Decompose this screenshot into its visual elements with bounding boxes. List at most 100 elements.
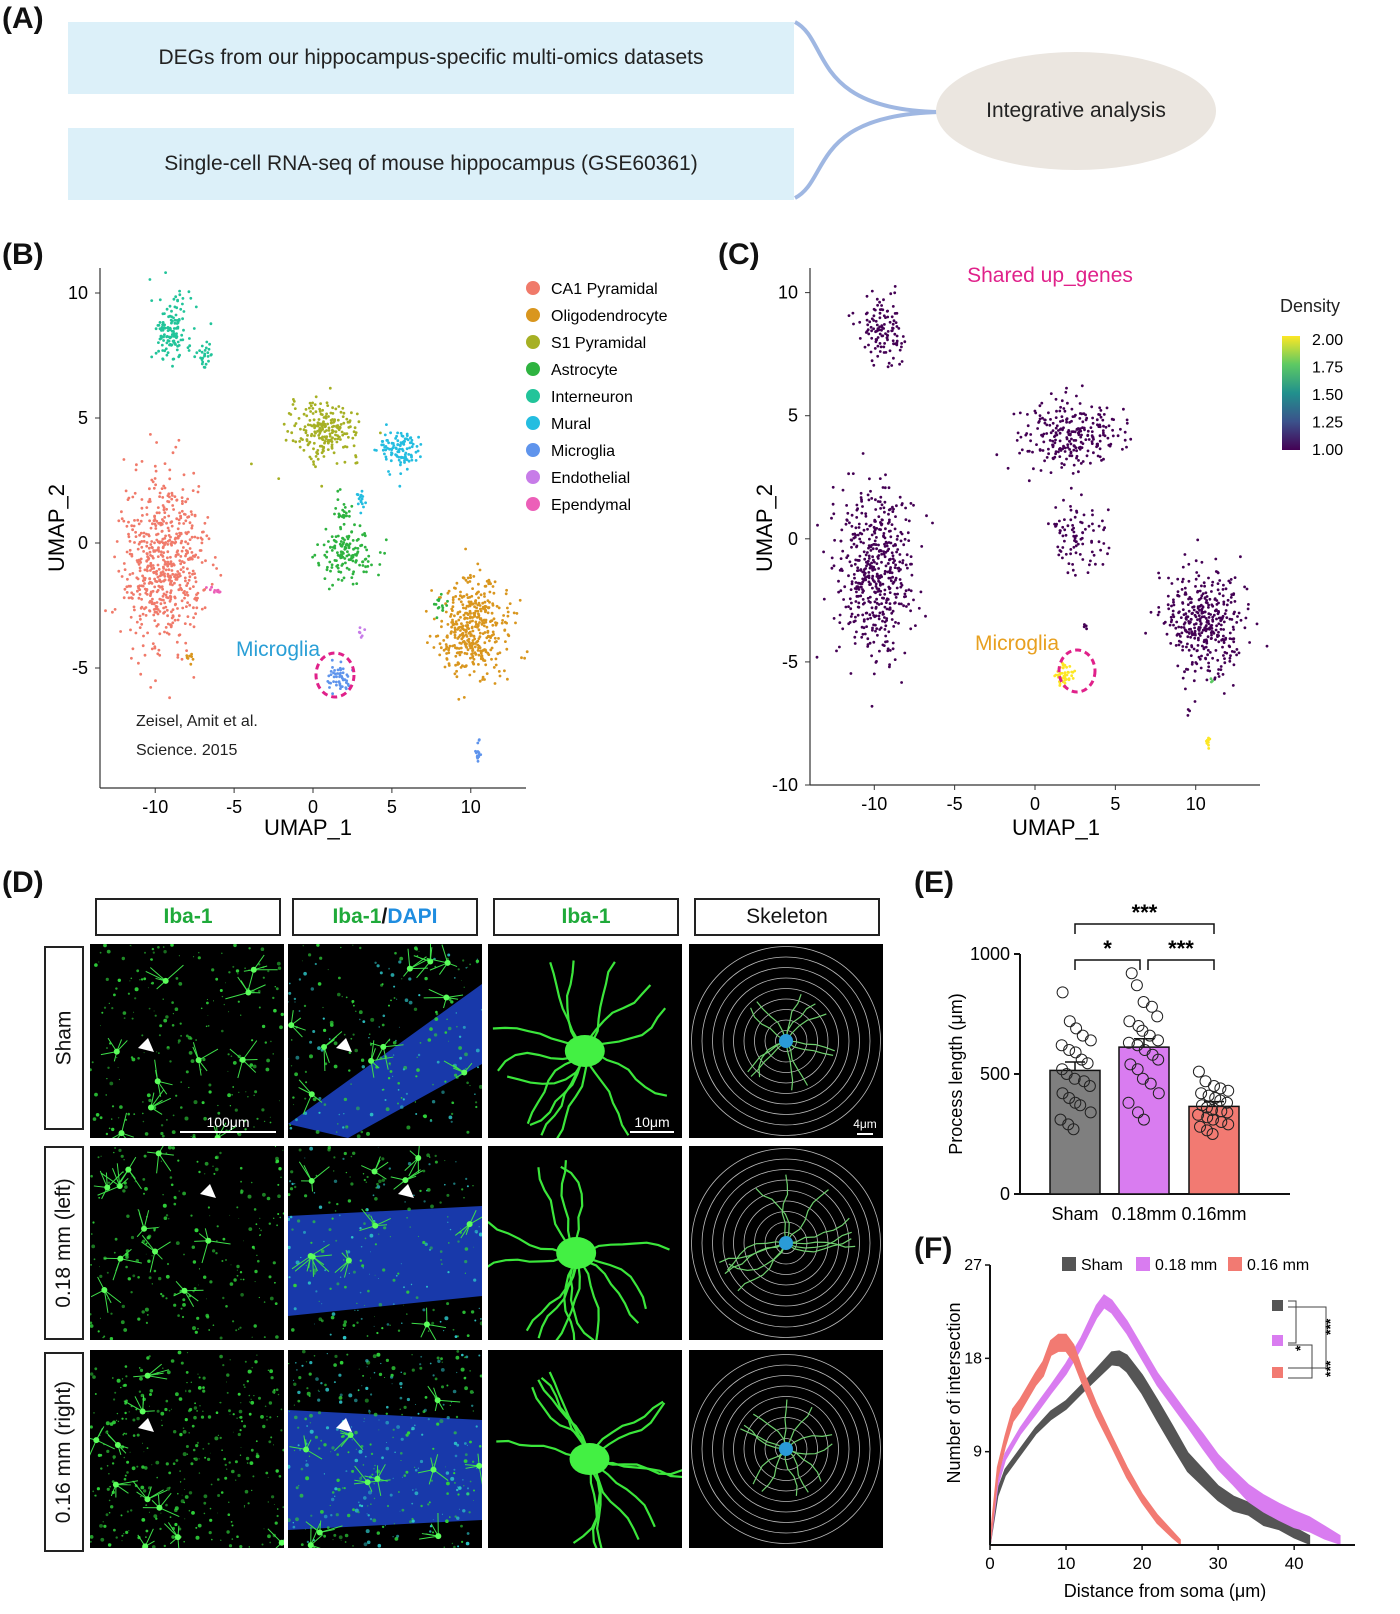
umap-point (1232, 628, 1235, 631)
umap-point (339, 556, 343, 560)
umap-point (284, 438, 288, 442)
umap-point (471, 647, 474, 650)
signal-speck (180, 1361, 184, 1365)
umap-point (891, 609, 895, 613)
signal-speck (214, 1436, 219, 1441)
umap-point (503, 620, 507, 624)
umap-point (877, 543, 880, 547)
umap-point (881, 613, 885, 616)
umap-point (470, 644, 474, 648)
umap-point (336, 553, 340, 557)
umap-point (182, 591, 186, 595)
signal-speck (251, 1245, 255, 1249)
umap-point (857, 605, 861, 609)
signal-speck (165, 1274, 170, 1279)
signal-speck (200, 1007, 203, 1010)
umap-point (446, 591, 450, 595)
umap-point (351, 572, 355, 576)
microglia-soma (564, 1035, 605, 1067)
signal-speck (214, 1156, 218, 1160)
umap-point (907, 519, 911, 523)
umap-point (409, 453, 413, 457)
umap-point (140, 597, 144, 601)
signal-speck (219, 1354, 223, 1359)
umap-point (497, 670, 501, 673)
umap-point (1200, 594, 1204, 598)
umap-point (1211, 618, 1214, 622)
density-cluster (815, 452, 934, 708)
signal-speck (434, 1160, 438, 1164)
umap-point (185, 654, 189, 657)
cell-process (408, 1157, 419, 1177)
signal-speck (111, 1118, 113, 1120)
signal-speck (370, 1017, 375, 1022)
signal-speck (205, 1457, 206, 1459)
umap-point (1054, 452, 1057, 456)
signal-speck (213, 1000, 214, 1002)
cell-process (198, 1048, 219, 1061)
signal-speck (275, 1161, 278, 1164)
umap-point (1200, 654, 1203, 658)
signal-speck (227, 1070, 229, 1072)
signal-speck (99, 1266, 100, 1268)
umap-point (173, 603, 177, 607)
umap-point (1027, 479, 1031, 483)
dapi-label: DAPI (387, 905, 438, 928)
signal-speck (317, 982, 322, 986)
umap-point (905, 605, 908, 608)
umap-point (339, 423, 343, 426)
umap-point (1054, 525, 1057, 528)
umap-point (164, 626, 168, 629)
umap-point (174, 313, 178, 317)
umap-point (1116, 434, 1120, 438)
umap-point (187, 558, 191, 561)
umap-point (1176, 590, 1180, 593)
umap-point (340, 544, 344, 548)
signal-speck (158, 1052, 160, 1054)
umap-point (161, 554, 164, 557)
umap-point (480, 623, 484, 626)
signal-speck (357, 1309, 359, 1312)
umap-point (892, 319, 896, 323)
umap-point (858, 554, 862, 558)
umap-point (396, 431, 399, 435)
umap-point (168, 574, 172, 578)
signal-speck (415, 1113, 418, 1115)
umap-point (440, 625, 443, 629)
umap-point (334, 407, 338, 411)
umap-point (347, 558, 351, 562)
umap-point (470, 602, 474, 606)
signal-speck (333, 1064, 338, 1069)
signal-speck (236, 1274, 239, 1277)
umap-point (872, 307, 876, 311)
umap-point (440, 619, 444, 623)
umap-point (1073, 430, 1077, 434)
umap-point (445, 652, 448, 655)
umap-point (1216, 582, 1220, 585)
density-cluster (1082, 623, 1088, 631)
umap-point (350, 556, 353, 560)
cell-body (288, 1022, 295, 1029)
umap-point (167, 339, 171, 343)
umap-point (490, 634, 494, 637)
skeleton-branch (756, 1001, 787, 1042)
umap-point (137, 563, 141, 566)
skeleton-branch (719, 1242, 787, 1263)
signal-speck (409, 1226, 411, 1228)
umap-point (191, 489, 195, 492)
umap-point (1223, 661, 1227, 665)
signal-speck (205, 1025, 208, 1028)
cell-body (250, 966, 257, 973)
umap-point (881, 619, 884, 623)
umap-point (323, 577, 327, 580)
signal-speck (403, 1304, 405, 1306)
umap-point (170, 497, 174, 501)
umap-point (292, 398, 295, 401)
signal-speck (193, 1100, 198, 1105)
umap-point (483, 678, 486, 681)
umap-point (898, 560, 902, 564)
signal-speck (444, 1183, 446, 1186)
umap-point (328, 686, 331, 689)
umap-point (885, 541, 889, 545)
umap-point (341, 667, 345, 671)
